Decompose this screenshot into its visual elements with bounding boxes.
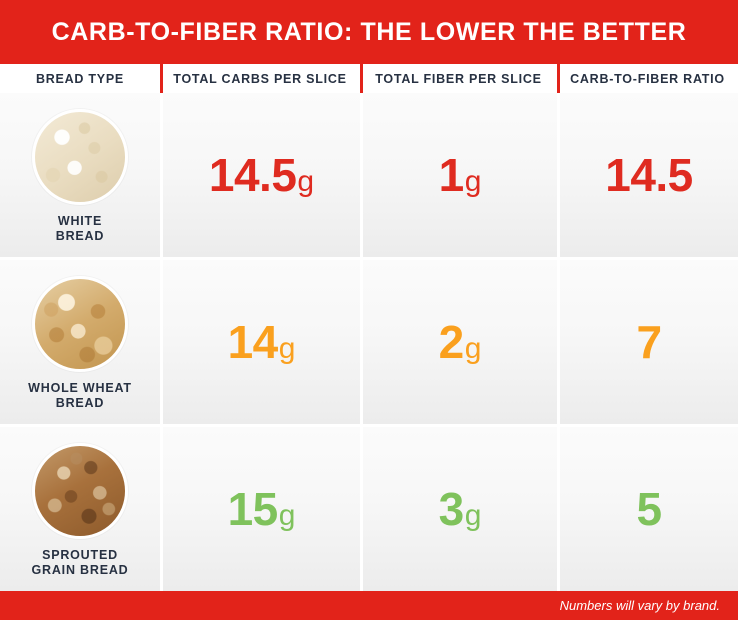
column-header-bread-type: BREAD TYPE <box>0 64 160 93</box>
sprouted-grain-bread-photo <box>32 442 128 539</box>
carb-to-fiber-ratio-value: 14.5 <box>605 152 693 198</box>
carbs-unit: g <box>297 165 315 198</box>
column-header-carb-to-fiber-ratio: CARB-TO-FIBER RATIO <box>557 64 738 93</box>
fiber-number: 1 <box>438 149 465 201</box>
fiber-unit: g <box>464 165 482 198</box>
carbs-number: 15 <box>227 483 279 535</box>
column-header-label: CARB-TO-FIBER RATIO <box>570 71 725 86</box>
footer-note: Numbers will vary by brand. <box>559 598 720 613</box>
fiber-number: 2 <box>438 316 465 368</box>
ratio-number: 14.5 <box>605 149 693 201</box>
carb-to-fiber-ratio-cell: 7 <box>557 260 738 424</box>
ratio-number: 5 <box>636 483 662 535</box>
column-header-total-carbs: TOTAL CARBS PER SLICE <box>160 64 360 93</box>
bread-type-cell: WHOLE WHEAT BREAD <box>0 260 160 424</box>
carbs-number: 14.5 <box>208 149 297 201</box>
column-header-label: TOTAL CARBS PER SLICE <box>173 71 347 86</box>
carb-to-fiber-ratio-cell: 14.5 <box>557 93 738 257</box>
total-carbs-cell: 14.5 g <box>160 93 360 257</box>
carbs-unit: g <box>278 499 296 532</box>
ratio-number: 7 <box>636 316 662 368</box>
whole-wheat-bread-photo <box>32 275 128 372</box>
bread-type-label: WHITE BREAD <box>55 213 105 243</box>
bread-type-cell: SPROUTED GRAIN BREAD <box>0 427 160 591</box>
fiber-unit: g <box>464 332 482 365</box>
column-header-label: TOTAL FIBER PER SLICE <box>375 71 542 86</box>
total-carbs-cell: 15 g <box>160 427 360 591</box>
footer-bar: Numbers will vary by brand. <box>0 591 738 620</box>
bread-type-cell: WHITE BREAD <box>0 93 160 257</box>
carbs-unit: g <box>278 332 296 365</box>
carb-to-fiber-ratio-value: 5 <box>636 483 662 535</box>
total-carbs-value: 14.5 g <box>209 152 314 198</box>
column-header-total-fiber: TOTAL FIBER PER SLICE <box>360 64 557 93</box>
carb-to-fiber-ratio-value: 7 <box>636 316 662 368</box>
carbs-number: 14 <box>227 316 279 368</box>
fiber-unit: g <box>464 499 482 532</box>
total-carbs-value: 14 g <box>228 319 296 365</box>
carb-to-fiber-ratio-cell: 5 <box>557 427 738 591</box>
bread-type-label: WHOLE WHEAT BREAD <box>28 380 132 410</box>
table-header-row: BREAD TYPE TOTAL CARBS PER SLICE TOTAL F… <box>0 64 738 93</box>
fiber-number: 3 <box>438 483 465 535</box>
bread-type-label: SPROUTED GRAIN BREAD <box>31 547 129 577</box>
page-title: CARB-TO-FIBER RATIO: THE LOWER THE BETTE… <box>51 17 687 46</box>
total-carbs-cell: 14 g <box>160 260 360 424</box>
title-bar: CARB-TO-FIBER RATIO: THE LOWER THE BETTE… <box>0 0 738 64</box>
white-bread-photo <box>32 108 128 205</box>
column-header-label: BREAD TYPE <box>35 71 125 86</box>
total-carbs-value: 15 g <box>228 486 296 532</box>
